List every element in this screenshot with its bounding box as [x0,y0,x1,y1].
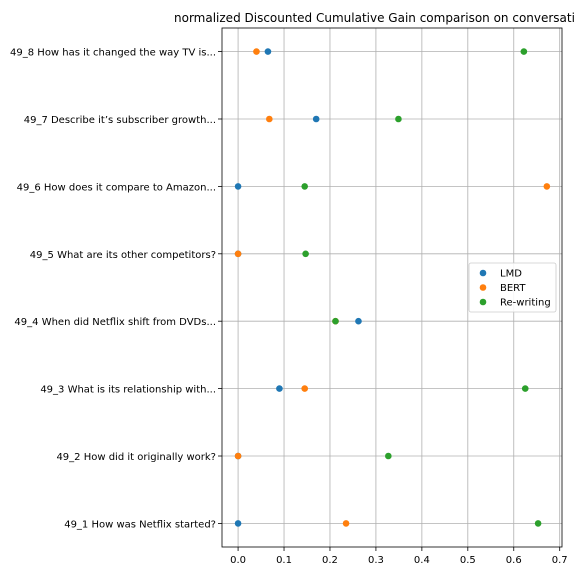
x-tick-label: 0.0 [230,555,246,566]
data-point-bert [234,452,242,460]
x-tick-label: 0.5 [460,555,476,566]
chart-title: normalized Discounted Cumulative Gain co… [174,11,575,25]
legend-marker [479,269,487,277]
data-point-re-writing [521,385,529,392]
x-tick-label: 0.3 [368,555,384,566]
legend-label: BERT [500,283,526,294]
data-point-lmd [276,385,283,392]
legend-label: Re-writing [500,298,551,309]
data-point-lmd [312,115,320,123]
data-point-lmd [234,183,242,190]
x-tick-label: 0.7 [552,555,568,566]
x-tick-label: 0.4 [414,555,430,566]
data-point-lmd [234,520,242,527]
data-point-bert [266,115,273,123]
data-points [234,48,551,527]
y-tick-label: 49_2 How did it originally work? [56,452,216,463]
data-point-re-writing [534,520,542,527]
data-point-re-writing [520,48,528,55]
plot-frame [221,27,563,548]
data-point-re-writing [395,115,402,123]
y-tick-label: 49_6 How does it compare to Amazon... [17,182,216,193]
data-point-bert [253,48,260,55]
legend: LMD BERT Re-writing [468,262,557,313]
y-tick-label: 49_7 Describe it’s subscriber growth... [24,115,216,126]
data-point-lmd [355,317,362,325]
axis-ticks: 0.0 0.1 0.2 0.3 0.4 0.5 0.6 0.7 49_1 How was Net… [10,48,568,566]
legend-marker [479,298,487,306]
data-point-bert [234,250,242,258]
data-point-re-writing [302,250,309,258]
x-tick-label: 0.1 [276,555,292,566]
data-point-re-writing [332,317,339,325]
data-point-bert [301,385,309,392]
x-tick-label: 0.2 [322,555,338,566]
legend-box [468,262,557,313]
data-point-re-writing [385,452,392,460]
y-tick-label: 49_8 How has it changed the way TV is... [10,48,216,59]
data-point-bert [342,520,350,527]
y-tick-label: 49_3 What is its relationship with... [40,385,216,396]
legend-marker [479,284,487,291]
y-tick-label: 49_4 When did Netflix shift from DVDs... [14,317,216,328]
y-tick-label: 49_5 What are its other competitors? [30,250,216,261]
legend-label: LMD [500,269,522,280]
x-tick-label: 0.6 [506,555,522,566]
data-point-lmd [264,48,272,55]
data-point-re-writing [301,183,309,190]
data-point-bert [543,183,551,190]
y-tick-label: 49_1 How was Netflix started? [64,519,216,530]
